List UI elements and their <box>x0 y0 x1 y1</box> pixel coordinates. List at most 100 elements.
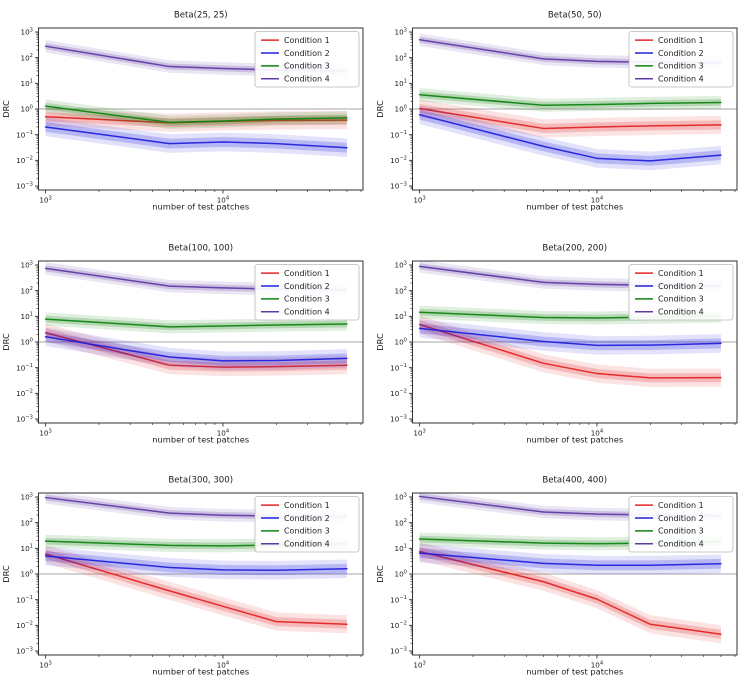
x-tick-label: 103 <box>39 661 51 670</box>
x-tick-label: 103 <box>39 195 51 204</box>
y-tick-label: 103 <box>21 260 33 269</box>
band-outer-condition-1 <box>419 99 721 138</box>
legend-label-condition-4: Condition 4 <box>284 307 330 316</box>
line-condition-1 <box>44 331 348 368</box>
line-condition-2 <box>418 327 722 346</box>
y-axis-label: DRC <box>375 565 385 583</box>
line-condition-1 <box>44 553 348 626</box>
chart-svg-beta25-25: 103 104 10−3 10−2 10−1 100 101 102 103 Beta(25, 2… <box>1 10 364 211</box>
subplot-beta400-400: 103 104 10−3 10−2 10−1 100 101 102 103 Beta(400, … <box>374 465 747 698</box>
legend-label-condition-3: Condition 3 <box>657 294 703 303</box>
x-tick-label: 103 <box>413 195 425 204</box>
subplot-beta25-25: 103 104 10−3 10−2 10−1 100 101 102 103 Beta(25, 2… <box>0 0 374 233</box>
series-layer <box>44 261 348 376</box>
legend-label-condition-2: Condition 2 <box>284 514 330 523</box>
y-tick-label: 100 <box>394 570 406 579</box>
y-axis: 10−3 10−2 10−1 100 101 102 103 <box>390 27 413 191</box>
legend: Condition 1 Condition 2 Condition 3 Conditi… <box>254 31 360 88</box>
band-outer-condition-2 <box>419 544 721 575</box>
series-condition-3 <box>44 99 348 129</box>
line-condition-3 <box>44 318 348 328</box>
y-tick-label: 103 <box>394 260 406 269</box>
y-tick-label: 103 <box>21 27 33 36</box>
legend-label-condition-4: Condition 4 <box>657 75 703 84</box>
x-axis-label: number of test patches <box>526 201 623 211</box>
legend: Condition 1 Condition 2 Condition 3 Conditi… <box>254 496 360 553</box>
y-tick-label: 100 <box>21 104 33 113</box>
band-inner-condition-2 <box>419 109 721 166</box>
y-axis: 10−3 10−2 10−1 100 101 102 103 <box>16 493 39 656</box>
band-inner-condition-1 <box>45 327 347 372</box>
subplot-title: Beta(300, 300) <box>168 476 233 486</box>
band-inner-condition-2 <box>45 551 347 576</box>
legend-label-condition-2: Condition 2 <box>284 281 330 290</box>
y-axis: 10−3 10−2 10−1 100 101 102 103 <box>16 260 39 423</box>
legend: Condition 1 Condition 2 Condition 3 Conditi… <box>254 263 360 321</box>
band-outer-condition-3 <box>45 99 347 129</box>
y-tick-label: 100 <box>394 337 406 346</box>
legend-label-condition-3: Condition 3 <box>284 527 330 536</box>
chart-svg-beta200-200: 103 104 10−3 10−2 10−1 100 101 102 103 Beta(200, … <box>375 243 737 444</box>
series-condition-2 <box>418 318 722 355</box>
band-outer-condition-1 <box>45 107 347 132</box>
subplot-title: Beta(200, 200) <box>542 243 607 253</box>
subplot-beta200-200: 103 104 10−3 10−2 10−1 100 101 102 103 Beta(200, … <box>374 233 747 466</box>
y-tick-label: 10−2 <box>390 388 407 397</box>
y-tick-label: 10−3 <box>390 181 407 190</box>
chart-svg-beta300-300: 103 104 10−3 10−2 10−1 100 101 102 103 Beta(300, … <box>1 476 364 677</box>
series-layer <box>418 493 722 644</box>
band-outer-condition-3 <box>419 88 721 112</box>
y-tick-label: 103 <box>21 493 33 502</box>
legend-label-condition-1: Condition 1 <box>284 269 330 278</box>
subplot-title: Beta(25, 25) <box>174 10 228 20</box>
y-axis-label: DRC <box>1 333 11 351</box>
y-tick-label: 10−1 <box>390 595 407 604</box>
chart-svg-beta100-100: 103 104 10−3 10−2 10−1 100 101 102 103 Beta(100, … <box>1 243 364 444</box>
subplot-title: Beta(50, 50) <box>547 10 601 20</box>
x-axis-label: number of test patches <box>152 201 249 211</box>
x-axis: 103 104 <box>413 655 735 670</box>
series-layer <box>44 39 348 158</box>
y-tick-label: 101 <box>394 79 406 88</box>
legend-label-condition-1: Condition 1 <box>284 501 330 510</box>
series-condition-3 <box>44 312 348 334</box>
legend-label-condition-3: Condition 3 <box>657 527 703 536</box>
x-axis-label: number of test patches <box>152 667 249 677</box>
line-condition-2 <box>44 335 348 362</box>
x-tick-label: 103 <box>413 661 425 670</box>
legend-label-condition-2: Condition 2 <box>657 281 703 290</box>
y-axis-label: DRC <box>375 333 385 351</box>
line-condition-3 <box>418 93 722 106</box>
y-tick-label: 10−2 <box>16 621 33 630</box>
subplot-beta300-300: 103 104 10−3 10−2 10−1 100 101 102 103 Beta(300, … <box>0 465 374 698</box>
legend-label-condition-4: Condition 4 <box>657 307 703 316</box>
series-condition-1 <box>44 545 348 634</box>
band-outer-condition-1 <box>45 545 347 634</box>
x-tick-label: 104 <box>217 428 230 437</box>
line-condition-3 <box>44 105 348 124</box>
band-inner-condition-3 <box>419 91 721 109</box>
band-outer-condition-3 <box>45 312 347 334</box>
line-condition-1 <box>418 107 722 130</box>
y-tick-label: 101 <box>21 79 33 88</box>
series-condition-1 <box>44 323 348 376</box>
line-condition-1 <box>418 551 722 636</box>
band-outer-condition-1 <box>419 542 721 644</box>
line-condition-2 <box>418 113 722 162</box>
series-condition-3 <box>418 88 722 112</box>
band-outer-condition-1 <box>45 323 347 376</box>
x-tick-label: 104 <box>590 195 603 204</box>
band-outer-condition-2 <box>419 105 721 171</box>
series-condition-2 <box>418 544 722 575</box>
x-tick-label: 104 <box>590 428 603 437</box>
y-tick-label: 10−1 <box>16 363 33 372</box>
y-axis-label: DRC <box>1 565 11 583</box>
band-inner-condition-3 <box>45 315 347 330</box>
y-tick-label: 10−3 <box>16 181 33 190</box>
legend-label-condition-4: Condition 4 <box>284 75 330 84</box>
y-tick-label: 10−1 <box>390 130 407 139</box>
y-axis-label: DRC <box>1 100 11 118</box>
x-axis: 103 104 <box>39 655 362 670</box>
legend-label-condition-4: Condition 4 <box>284 540 330 549</box>
